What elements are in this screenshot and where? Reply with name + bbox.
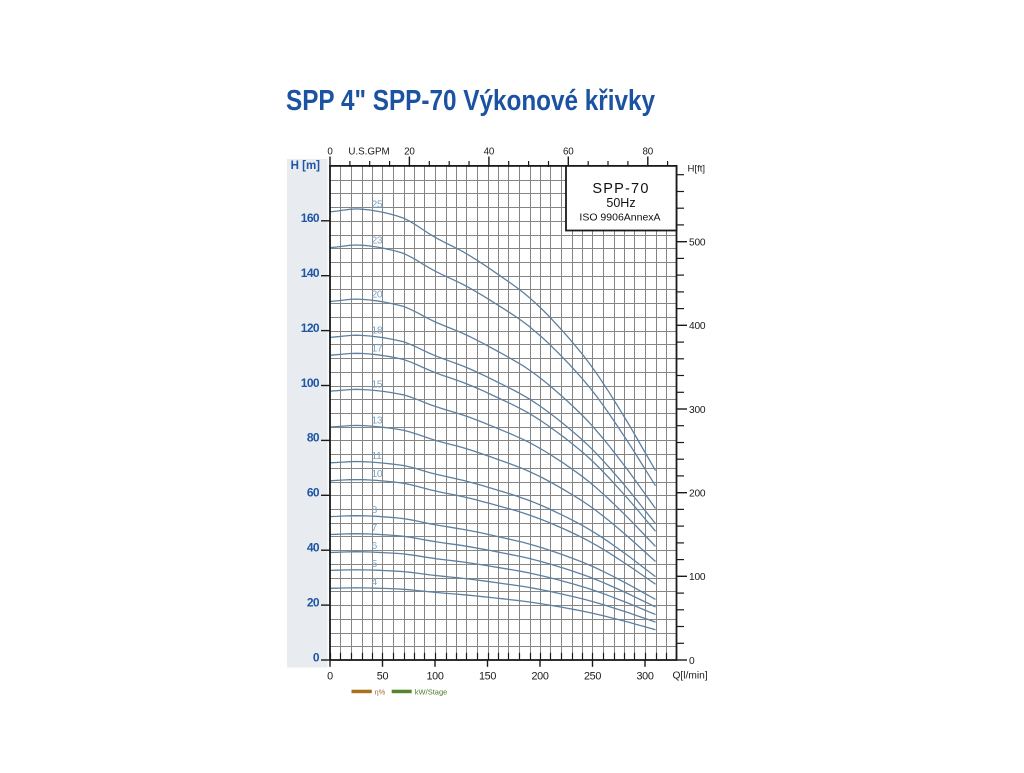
svg-text:15: 15	[372, 379, 383, 390]
svg-text:50Hz: 50Hz	[606, 196, 635, 210]
svg-text:40: 40	[484, 147, 495, 158]
svg-text:120: 120	[301, 321, 320, 335]
svg-text:20: 20	[404, 147, 415, 158]
svg-text:160: 160	[301, 211, 320, 225]
svg-text:100: 100	[301, 376, 320, 390]
svg-text:300: 300	[636, 671, 653, 683]
svg-text:20: 20	[372, 289, 383, 300]
svg-text:17: 17	[372, 343, 383, 354]
svg-text:100: 100	[426, 671, 443, 683]
svg-text:11: 11	[372, 451, 383, 462]
svg-text:250: 250	[584, 671, 601, 683]
svg-text:25: 25	[372, 200, 383, 211]
svg-text:60: 60	[563, 147, 574, 158]
svg-text:0: 0	[313, 650, 320, 664]
svg-text:0: 0	[327, 671, 333, 683]
svg-text:0: 0	[327, 147, 333, 158]
svg-text:20: 20	[307, 595, 320, 609]
svg-text:4: 4	[372, 577, 378, 588]
svg-text:80: 80	[643, 147, 654, 158]
svg-text:100: 100	[689, 572, 706, 583]
svg-text:400: 400	[689, 321, 706, 332]
svg-text:η%: η%	[375, 687, 386, 696]
svg-text:10: 10	[372, 469, 383, 480]
svg-text:500: 500	[689, 238, 706, 249]
svg-text:0: 0	[689, 656, 695, 667]
svg-text:5: 5	[372, 559, 378, 570]
svg-text:23: 23	[372, 236, 383, 247]
svg-text:80: 80	[307, 431, 320, 445]
svg-text:150: 150	[479, 671, 496, 683]
svg-text:300: 300	[689, 405, 706, 416]
svg-text:60: 60	[307, 486, 320, 500]
svg-text:Q[l/min]: Q[l/min]	[673, 671, 708, 682]
svg-text:H [m]: H [m]	[291, 160, 321, 172]
svg-text:40: 40	[307, 541, 320, 555]
svg-text:6: 6	[372, 541, 378, 552]
svg-text:kW/Stage: kW/Stage	[415, 687, 448, 696]
svg-text:H[ft]: H[ft]	[688, 164, 706, 175]
svg-text:18: 18	[372, 325, 383, 336]
svg-text:13: 13	[372, 415, 383, 426]
svg-text:7: 7	[372, 523, 378, 534]
svg-text:ISO 9906AnnexA: ISO 9906AnnexA	[579, 212, 660, 224]
svg-text:50: 50	[377, 671, 389, 683]
svg-text:200: 200	[689, 489, 706, 500]
svg-text:200: 200	[531, 671, 548, 683]
svg-text:8: 8	[372, 505, 378, 516]
svg-text:SPP-70: SPP-70	[592, 181, 649, 197]
svg-text:140: 140	[301, 266, 320, 280]
svg-text:U.S.GPM: U.S.GPM	[348, 147, 389, 158]
